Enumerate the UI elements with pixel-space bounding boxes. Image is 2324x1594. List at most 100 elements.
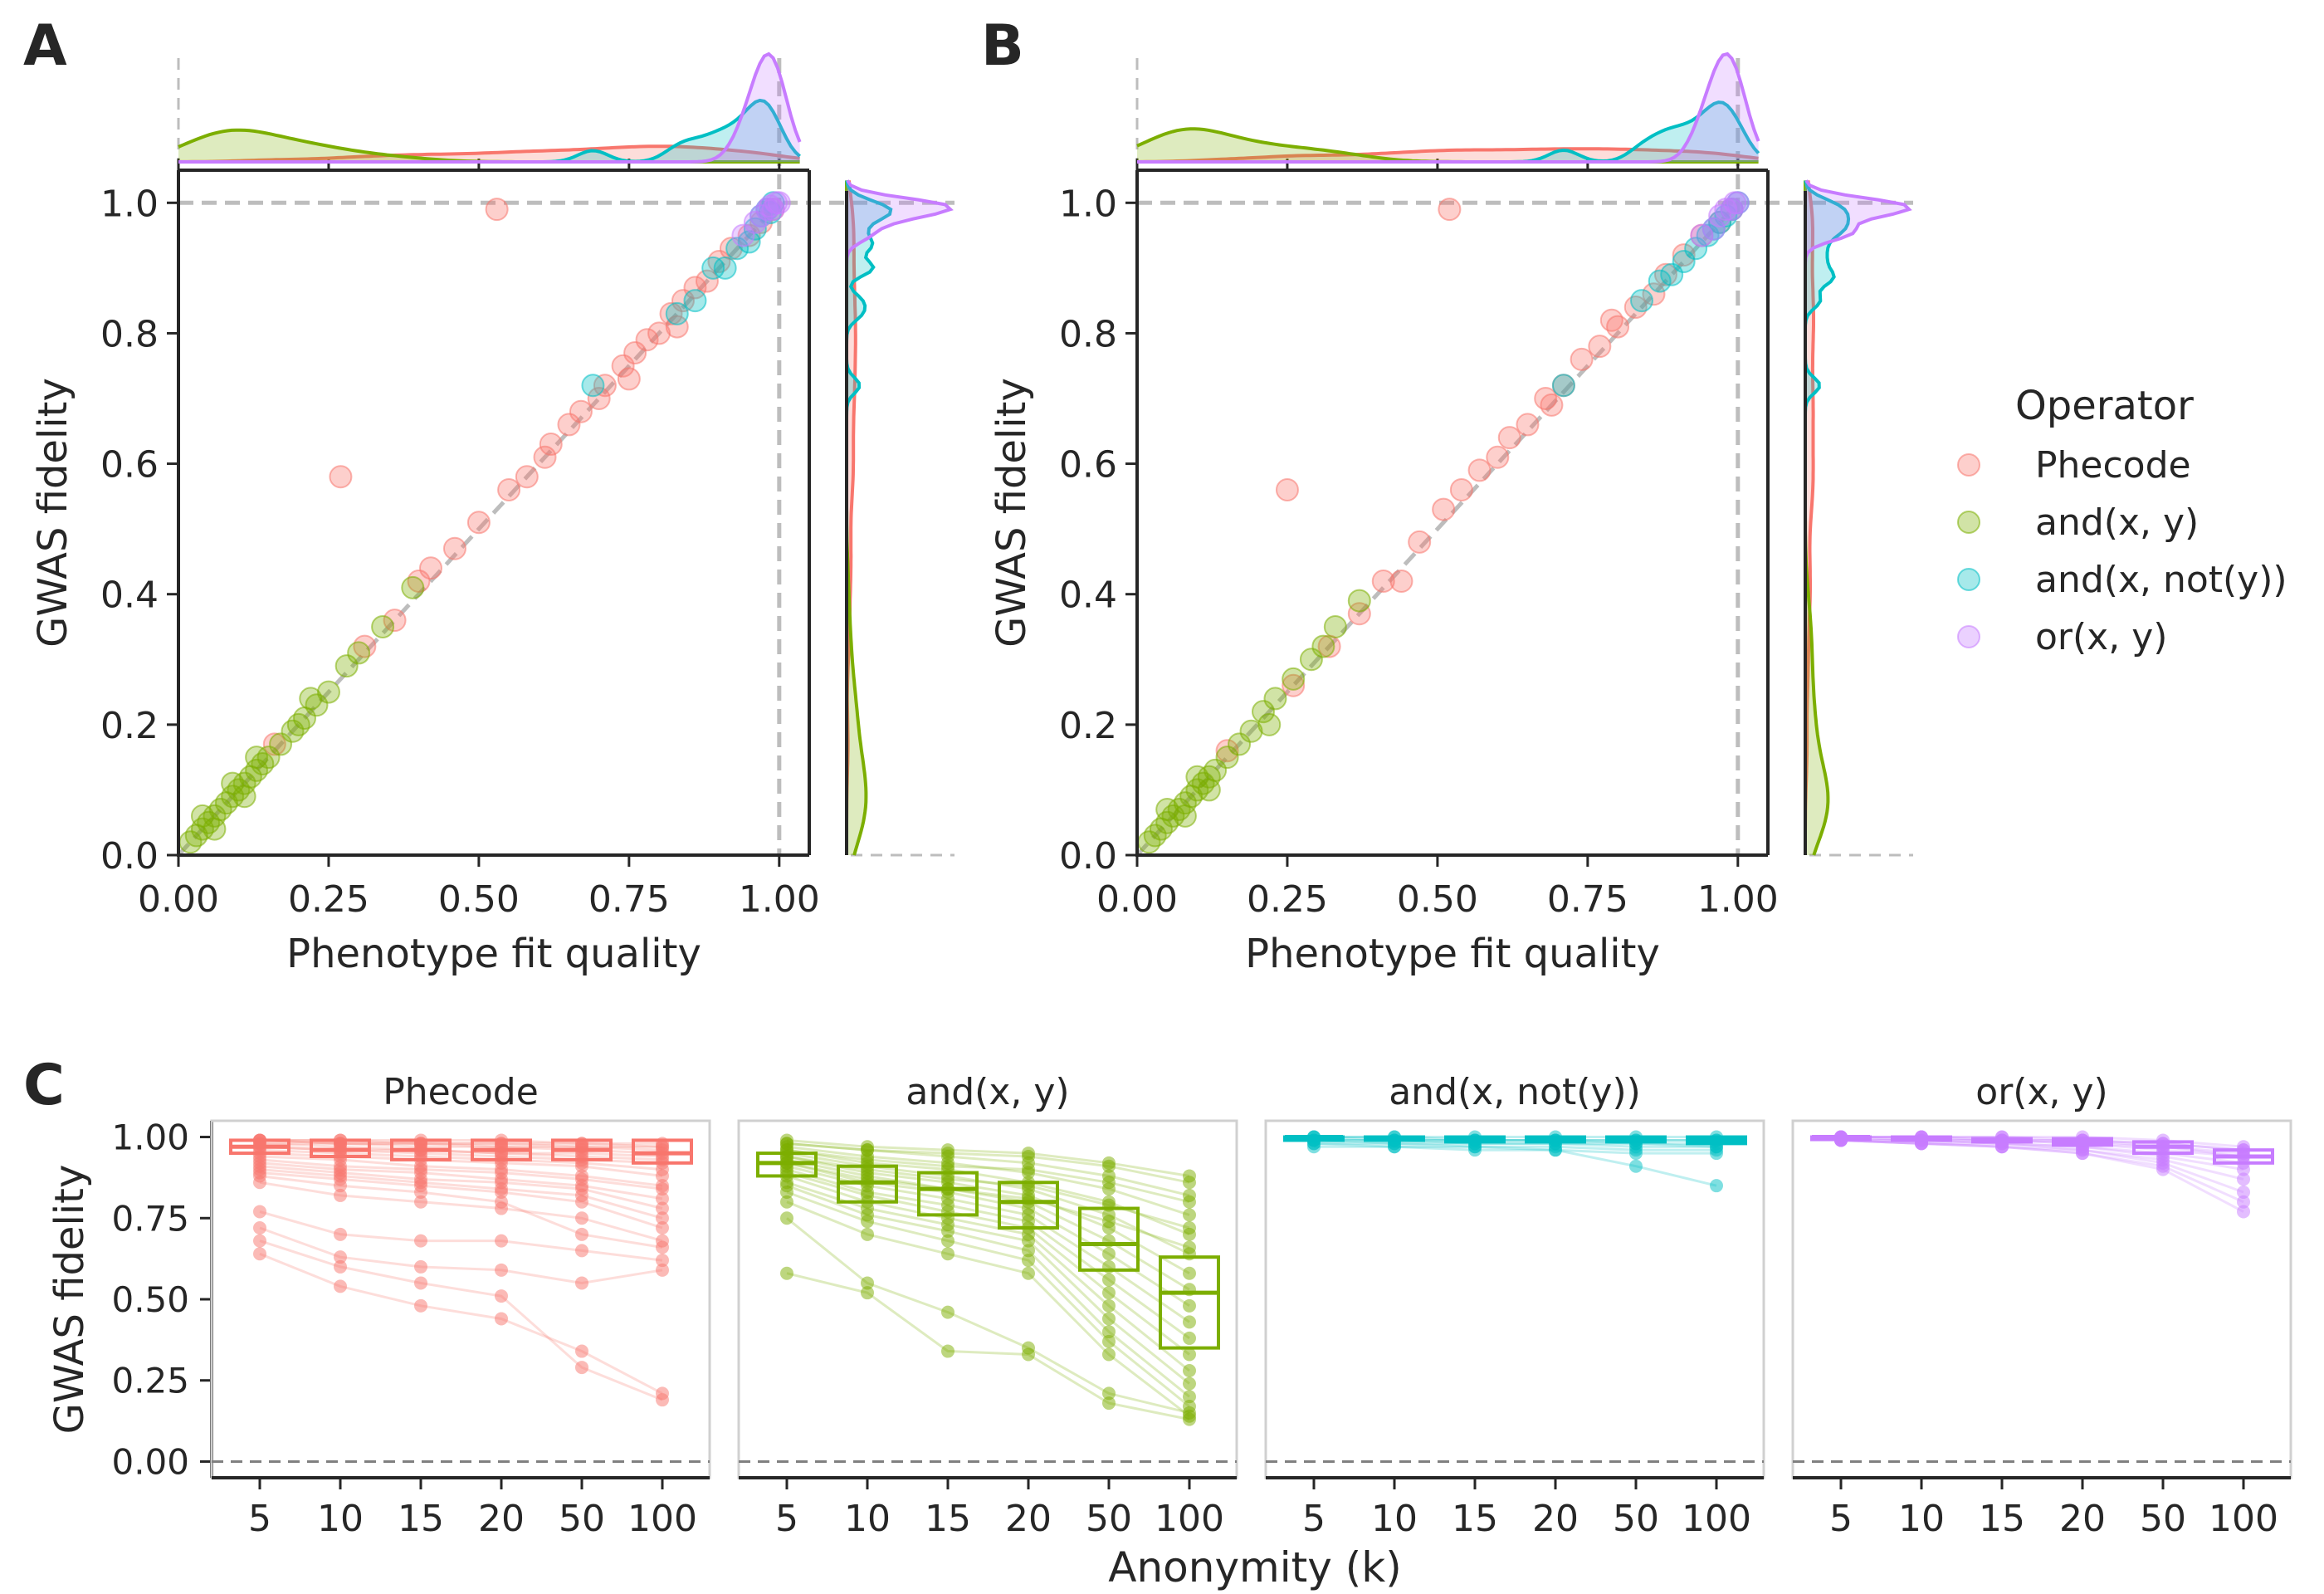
point-and-x-not-y bbox=[725, 237, 749, 261]
x-tick-label: 0.75 bbox=[588, 878, 670, 921]
top-density-fill-phecode bbox=[1137, 149, 1759, 162]
sample-line bbox=[786, 1200, 1190, 1417]
sample-point bbox=[780, 1137, 793, 1151]
sample-line bbox=[1313, 1142, 1717, 1187]
sample-point bbox=[861, 1143, 874, 1157]
top-density-fill-or-x-y bbox=[178, 54, 800, 162]
sample-point bbox=[253, 1247, 266, 1261]
point-phecode bbox=[1347, 602, 1371, 626]
sample-point bbox=[1022, 1150, 1035, 1163]
y-tick-label: 0.6 bbox=[100, 444, 159, 487]
point-phecode bbox=[485, 198, 509, 222]
sample-point bbox=[1388, 1140, 1401, 1154]
sample-point bbox=[780, 1195, 793, 1209]
sample-point bbox=[1102, 1286, 1116, 1300]
sample-line bbox=[786, 1142, 1190, 1197]
point-and-x-y bbox=[286, 712, 310, 736]
c-y-axis-label: GWAS fidelity bbox=[46, 1165, 93, 1435]
sample-point bbox=[1102, 1298, 1116, 1313]
sample-point bbox=[1102, 1312, 1116, 1326]
point-phecode bbox=[569, 399, 593, 423]
point-phecode bbox=[466, 511, 491, 535]
point-phecode bbox=[1371, 570, 1395, 593]
facet-title: or(x, y) bbox=[1975, 1071, 2107, 1113]
sample-point bbox=[1183, 1195, 1196, 1209]
sample-point bbox=[1710, 1147, 1723, 1161]
sample-point bbox=[1183, 1364, 1196, 1377]
sample-line bbox=[259, 1142, 663, 1158]
sample-point bbox=[1183, 1406, 1196, 1420]
point-phecode bbox=[1516, 413, 1540, 437]
sample-line bbox=[259, 1139, 662, 1148]
sample-point bbox=[861, 1215, 874, 1229]
x-tick-label: 1.00 bbox=[739, 878, 820, 921]
sample-point bbox=[495, 1312, 508, 1326]
sample-point bbox=[414, 1234, 427, 1248]
sample-point bbox=[941, 1234, 954, 1248]
sample-line bbox=[259, 1181, 663, 1243]
sample-point bbox=[656, 1182, 669, 1196]
legend-label-phecode: Phecode bbox=[2035, 444, 2191, 487]
y-tick-label: 0.8 bbox=[1059, 313, 1117, 355]
point-and-x-y bbox=[299, 687, 323, 711]
point-phecode bbox=[329, 465, 353, 489]
point-phecode bbox=[533, 445, 557, 469]
sample-point bbox=[1183, 1298, 1196, 1313]
point-or-x-y bbox=[1690, 223, 1714, 247]
sample-point bbox=[1183, 1221, 1196, 1235]
sample-point bbox=[1183, 1331, 1196, 1345]
sample-point bbox=[656, 1263, 669, 1277]
facet-title: Phecode bbox=[383, 1071, 539, 1113]
top-density-fill-and-x-y bbox=[178, 130, 800, 162]
sample-point bbox=[575, 1361, 588, 1375]
sample-point bbox=[656, 1140, 669, 1154]
sample-line bbox=[259, 1252, 663, 1395]
point-phecode bbox=[665, 315, 689, 339]
facet-or-x-y: or(x, y) 5 10 15 20 50 100 bbox=[1791, 1071, 2292, 1540]
sample-point bbox=[2237, 1186, 2250, 1199]
facet-x-tick-label: 50 bbox=[1086, 1498, 1132, 1540]
sample-point bbox=[253, 1205, 266, 1219]
y-axis-label: GWAS fidelity bbox=[989, 378, 1035, 648]
facet-x-tick-label: 5 bbox=[775, 1498, 798, 1540]
sample-point bbox=[1549, 1143, 1562, 1157]
sample-point bbox=[656, 1221, 669, 1235]
facet-x-tick-label: 15 bbox=[925, 1498, 971, 1540]
legend-label-or-x-y: or(x, y) bbox=[2035, 616, 2167, 658]
point-phecode bbox=[1599, 308, 1623, 332]
legend-label-and-x-y: and(x, y) bbox=[2035, 501, 2199, 544]
sample-point bbox=[414, 1276, 427, 1290]
top-density-phecode bbox=[178, 144, 800, 164]
facet-x-tick-label: 20 bbox=[1005, 1498, 1052, 1540]
sample-line bbox=[259, 1155, 663, 1187]
sample-line bbox=[259, 1139, 663, 1151]
sample-point bbox=[575, 1211, 588, 1225]
x-tick-label: 0.00 bbox=[1096, 878, 1178, 921]
sample-point bbox=[861, 1286, 874, 1300]
right-density-fill-and-x-y bbox=[847, 180, 867, 855]
facet-frame bbox=[1264, 1119, 1765, 1479]
sample-point bbox=[1022, 1254, 1035, 1268]
facet-x-tick-label: 5 bbox=[248, 1498, 271, 1540]
point-or-x-y bbox=[1702, 217, 1726, 241]
facet-frame bbox=[1791, 1119, 2292, 1479]
sample-point bbox=[495, 1289, 508, 1303]
sample-point bbox=[1102, 1273, 1116, 1287]
top-density-fill-and-x-not-y bbox=[1137, 102, 1759, 162]
sample-point bbox=[1183, 1347, 1196, 1362]
sample-point bbox=[941, 1172, 954, 1186]
legend-marker-phecode bbox=[1957, 453, 1980, 477]
sample-point bbox=[1183, 1390, 1196, 1404]
point-phecode bbox=[1467, 458, 1492, 482]
point-and-x-y bbox=[1155, 798, 1179, 821]
sample-point bbox=[1102, 1325, 1116, 1339]
point-and-x-not-y bbox=[743, 217, 767, 241]
sample-point bbox=[575, 1227, 588, 1241]
sample-point bbox=[780, 1186, 793, 1199]
facet-x-tick-label: 100 bbox=[1155, 1498, 1224, 1540]
point-and-x-y bbox=[1239, 719, 1263, 743]
facet-x-tick-label: 15 bbox=[398, 1498, 444, 1540]
sample-point bbox=[414, 1298, 427, 1313]
sample-point bbox=[1022, 1162, 1035, 1176]
sample-point bbox=[1183, 1315, 1196, 1329]
